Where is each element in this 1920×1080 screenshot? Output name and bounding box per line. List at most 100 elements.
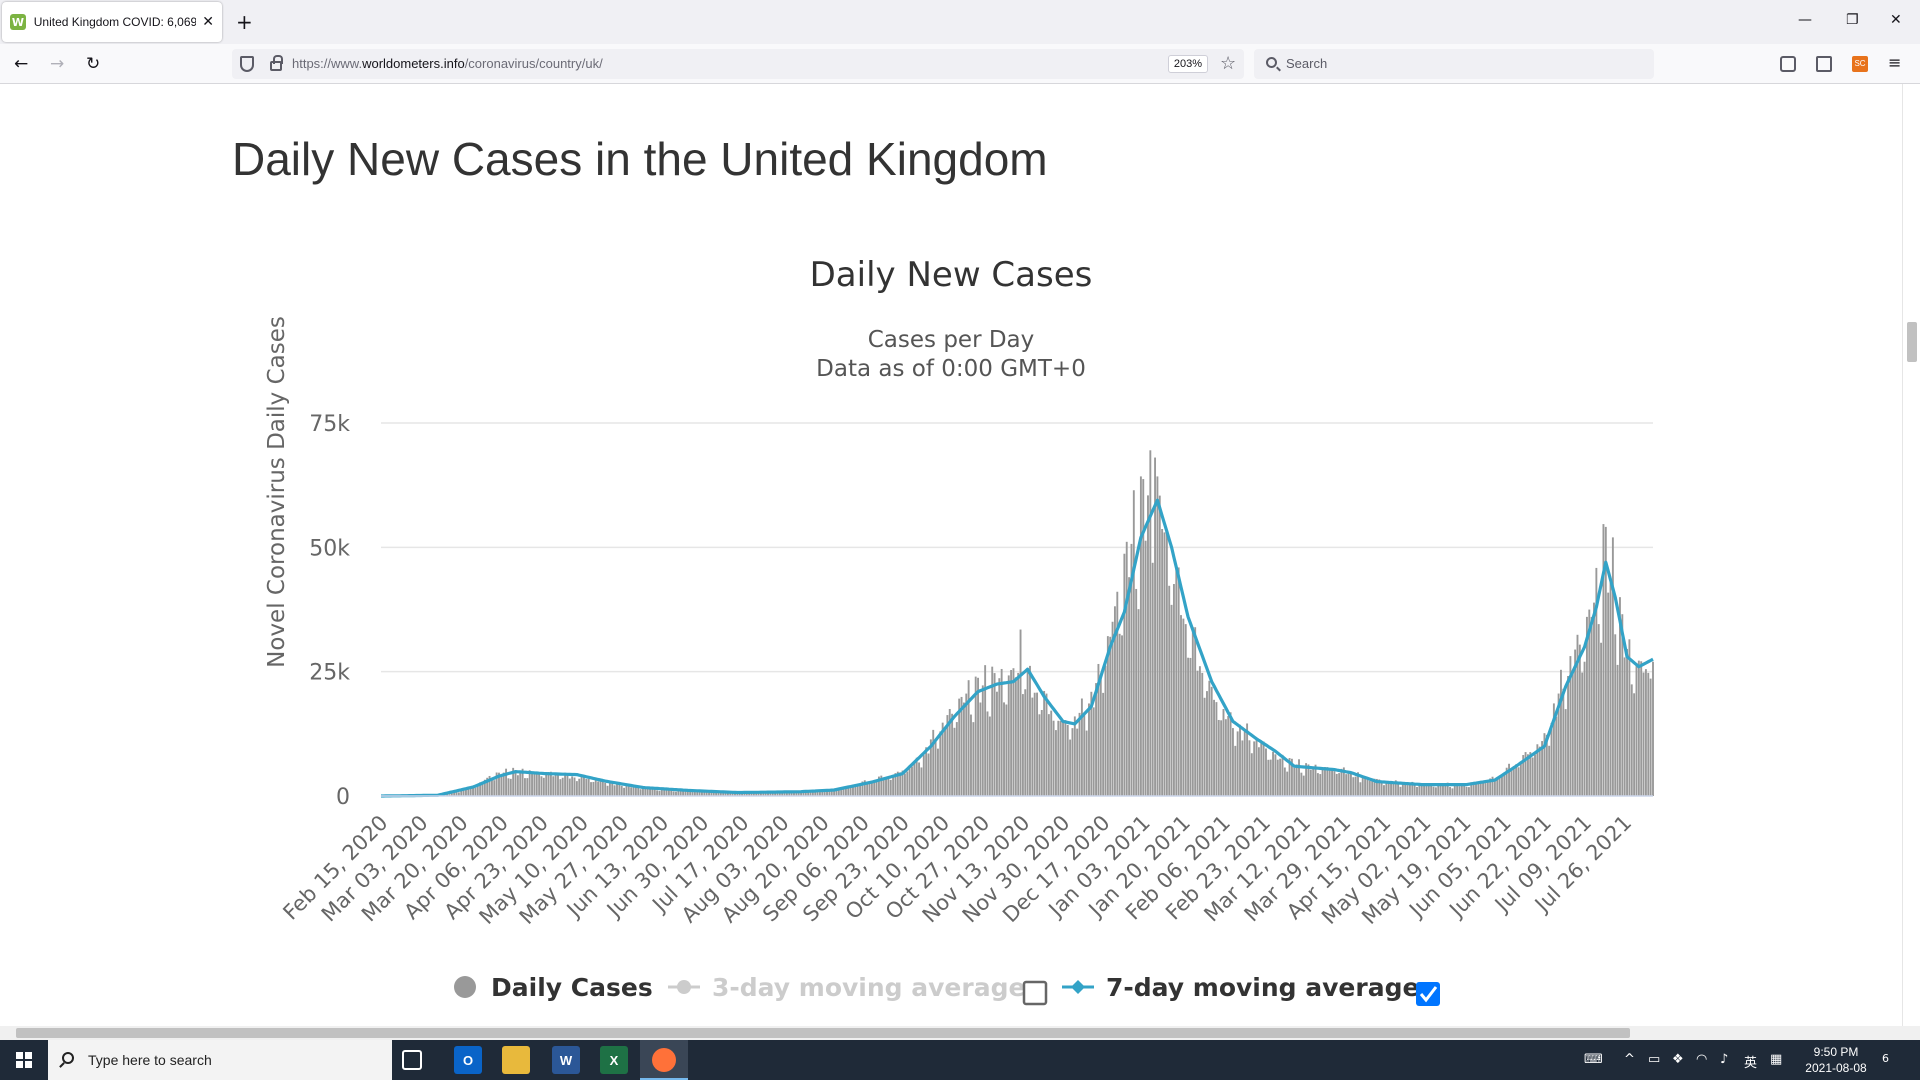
restore-icon[interactable]: ❐ [1846,12,1859,28]
daily-case-bar [1198,666,1201,796]
file-explorer-icon[interactable] [502,1046,530,1074]
daily-case-bar [1392,782,1395,796]
forward-icon[interactable]: → [50,54,65,74]
daily-case-bar [1286,771,1289,796]
daily-case-bar [601,779,604,796]
vertical-scrollbar[interactable] [1902,84,1920,1026]
daily-case-bar [1649,678,1652,796]
daily-case-bar [644,787,647,796]
checkbox-3day-average[interactable] [1022,980,1048,1006]
zoom-level[interactable]: 203% [1168,55,1208,73]
reload-icon[interactable]: ↻ [86,54,101,74]
menu-icon[interactable]: ≡ [1888,53,1902,72]
daily-case-bar [1276,759,1279,796]
legend-item-3day-average[interactable]: 3-day moving average [668,973,1025,1002]
back-icon[interactable]: ← [14,54,29,74]
daily-case-bar [672,791,675,796]
daily-case-bar [677,789,680,796]
wifi-icon[interactable]: ◠ [1696,1052,1708,1067]
search-input[interactable]: Search [1254,49,1654,79]
daily-case-bar [1057,720,1060,796]
daily-case-bar [467,787,470,796]
task-view-icon[interactable] [402,1050,422,1070]
daily-case-bar [1092,707,1095,796]
web-page: Daily New Cases in the United Kingdom Fe… [0,84,1902,1026]
lock-icon[interactable] [270,55,283,71]
keyboard-icon[interactable]: ⌨ [1584,1052,1603,1067]
excel-icon[interactable]: X [600,1046,628,1074]
extension-icon[interactable]: SC [1852,56,1868,72]
daily-case-bar [1555,716,1558,796]
vertical-scroll-thumb[interactable] [1907,322,1917,362]
daily-case-bar [852,784,854,796]
legend-dot-icon [454,976,476,998]
daily-case-bar [967,680,970,796]
windows-start-icon[interactable] [16,1052,32,1068]
daily-case-bar [519,770,522,796]
daily-case-bar [616,782,618,796]
daily-case-bar [531,771,533,796]
daily-case-bar [1194,627,1197,796]
legend-item-daily-cases[interactable]: Daily Cases [454,973,653,1002]
daily-case-bar [665,790,668,796]
daily-case-bar [1340,768,1343,796]
daily-case-bar [1397,783,1400,796]
daily-case-bar [1399,786,1402,796]
outlook-icon[interactable]: O [454,1046,482,1074]
horizontal-scrollbar[interactable] [0,1026,1920,1040]
daily-case-bar [1300,772,1303,796]
taskbar-clock[interactable]: 9:50 PM 2021-08-08 [1796,1044,1876,1076]
word-icon[interactable]: W [552,1046,580,1074]
reader-view-icon[interactable] [1816,56,1832,72]
tracking-shield-icon[interactable] [240,56,254,72]
new-tab-icon[interactable]: + [236,10,253,34]
daily-case-bar [741,793,744,796]
tray-chevron-icon[interactable]: ^ [1624,1052,1635,1067]
legend-item-7day-average[interactable]: 7-day moving average [1062,973,1419,1002]
daily-case-bar [512,767,515,796]
ime-mode-icon[interactable]: ▦ [1770,1052,1783,1067]
ime-indicator[interactable]: 英 [1744,1056,1758,1071]
daily-case-bar [542,777,545,796]
horizontal-scroll-thumb[interactable] [16,1028,1630,1038]
dropbox-icon[interactable]: ❖ [1672,1052,1684,1067]
daily-case-bar [1512,766,1515,796]
daily-case-bar [1229,712,1232,796]
volume-icon[interactable]: ♪ [1720,1052,1729,1067]
daily-case-bar [981,685,984,796]
daily-case-bar [1314,764,1317,796]
daily-case-bar [646,787,649,796]
daily-case-bar [870,780,873,796]
daily-case-bar [1031,697,1034,796]
taskbar-search-input[interactable]: Type here to search [48,1040,392,1080]
daily-case-bar [748,792,751,796]
daily-case-bar [833,789,836,796]
y-axis-label: Novel Coronavirus Daily Cases [264,316,290,668]
daily-case-bar [509,778,512,796]
minimize-icon[interactable]: — [1798,12,1812,28]
daily-case-bar [670,788,673,796]
pocket-icon[interactable] [1780,56,1796,72]
daily-case-bar [1269,759,1272,796]
tab-worldometers[interactable]: W United Kingdom COVID: 6,069,3 ✕ [2,2,222,42]
battery-icon[interactable]: ▭ [1648,1052,1661,1067]
daily-case-bar [1616,664,1619,796]
checkbox-7day-average[interactable] [1416,982,1440,1006]
notification-center-icon[interactable]: 6 [1882,1052,1889,1065]
daily-case-bar [632,786,635,796]
daily-case-bar [1243,729,1246,796]
daily-case-bar [816,790,819,796]
url-text[interactable]: https://www.worldometers.info/coronaviru… [292,56,603,71]
bookmark-star-icon[interactable]: ☆ [1220,53,1237,74]
daily-case-bar [927,753,930,796]
daily-case-bar [696,791,699,796]
daily-case-bar [1411,781,1414,796]
daily-case-bar [1541,741,1544,796]
url-bar[interactable]: https://www.worldometers.info/coronaviru… [232,49,1244,79]
daily-case-bar [481,781,484,796]
tab-close-icon[interactable]: ✕ [202,14,214,30]
firefox-taskbar-button[interactable] [640,1040,688,1080]
daily-case-bar [535,772,538,796]
close-window-icon[interactable]: ✕ [1890,12,1902,28]
daily-case-bar [651,788,654,796]
